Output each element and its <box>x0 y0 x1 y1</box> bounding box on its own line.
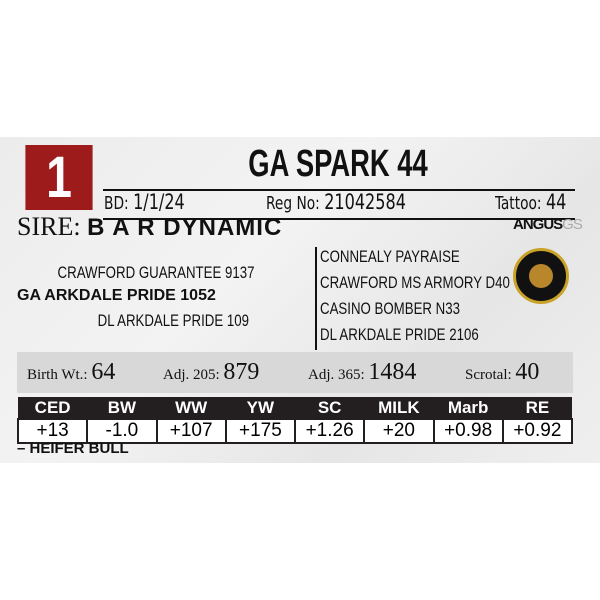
epd-value-row: +13 -1.0 +107 +175 +1.26 +20 +0.98 +0.92 <box>16 418 574 444</box>
pedigree-right-3: CASINO BOMBER N33 <box>320 299 461 318</box>
stat-scrotal: Scrotal: 40 <box>465 359 540 385</box>
pedigree-left-3: DL ARKDALE PRIDE 109 <box>97 311 249 330</box>
epd-table: CED BW WW YW SC MILK Marb RE +13 -1.0 +1… <box>16 397 574 444</box>
epd-header-row: CED BW WW YW SC MILK Marb RE <box>18 397 572 419</box>
epd-header: CED <box>18 397 88 419</box>
epd-value: +0.98 <box>432 418 504 444</box>
epd-value: +1.26 <box>293 418 366 444</box>
bd-value: 1/1/24 <box>133 190 185 214</box>
pedigree-left-1: CRAWFORD GUARANTEE 9137 <box>58 263 255 282</box>
stat-birth-weight: Birth Wt.: 64 <box>27 359 116 385</box>
performance-stats: Birth Wt.: 64 Adj. 205: 879 Adj. 365: 14… <box>17 352 573 393</box>
bd-label: BD: <box>104 193 129 214</box>
stat-adj-205: Adj. 205: 879 <box>163 359 260 385</box>
epd-value: +13 <box>16 418 89 444</box>
divider <box>103 218 575 220</box>
sire-label: SIRE: <box>17 212 81 241</box>
heifer-bull-note: – HEIFER BULL <box>17 440 129 457</box>
divider <box>103 189 575 191</box>
certification-seal-logo <box>513 248 569 304</box>
epd-value: -1.0 <box>86 418 158 444</box>
epd-header: YW <box>225 397 295 419</box>
tattoo-value: 44 <box>545 190 567 214</box>
sire-line: SIRE: B A R DYNAMIC <box>17 212 282 242</box>
pedigree-right-1: CONNEALY PAYRAISE <box>320 247 460 266</box>
pedigree-divider <box>315 247 317 350</box>
lot-number: 1 <box>25 145 93 210</box>
epd-header: BW <box>87 397 157 419</box>
pedigree-right-2: CRAWFORD MS ARMORY D40 <box>320 273 510 292</box>
epd-header: Marb <box>433 397 503 419</box>
birth-date: BD: 1/1/24 <box>104 190 185 214</box>
epd-header: SC <box>295 397 365 419</box>
epd-value: +20 <box>363 418 435 444</box>
epd-value: +107 <box>155 418 227 444</box>
pedigree-right-4: DL ARKDALE PRIDE 2106 <box>320 325 479 344</box>
tattoo-label: Tattoo: <box>495 193 542 214</box>
reg-label: Reg No: <box>266 193 320 214</box>
reg-value: 21042584 <box>324 190 406 214</box>
sire-name: B A R DYNAMIC <box>87 214 283 241</box>
epd-value: +175 <box>224 418 297 444</box>
stat-adj-365: Adj. 365: 1484 <box>308 359 417 385</box>
epd-header: WW <box>156 397 226 419</box>
angus-gs-logo: ANGUSGS <box>513 216 583 233</box>
animal-name: GA SPARK 44 <box>248 143 428 185</box>
epd-value: +0.92 <box>501 418 574 444</box>
epd-header: RE <box>502 397 572 419</box>
epd-header: MILK <box>364 397 434 419</box>
tattoo: Tattoo: 44 <box>495 190 566 214</box>
pedigree-dam: GA ARKDALE PRIDE 1052 <box>17 287 216 304</box>
reg-number: Reg No: 21042584 <box>266 190 406 214</box>
